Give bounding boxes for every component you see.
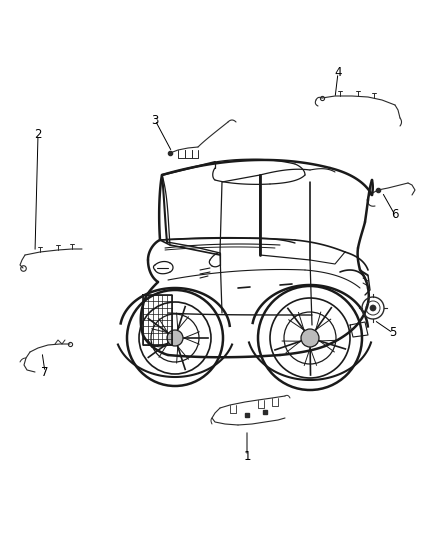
Text: 5: 5 bbox=[389, 327, 397, 340]
Text: 1: 1 bbox=[243, 449, 251, 463]
Text: 7: 7 bbox=[41, 366, 49, 378]
Text: 2: 2 bbox=[34, 128, 42, 141]
Circle shape bbox=[370, 305, 376, 311]
Circle shape bbox=[167, 330, 183, 346]
Text: 4: 4 bbox=[334, 67, 342, 79]
Text: 3: 3 bbox=[151, 114, 159, 126]
Text: 6: 6 bbox=[391, 208, 399, 222]
Circle shape bbox=[301, 329, 319, 347]
